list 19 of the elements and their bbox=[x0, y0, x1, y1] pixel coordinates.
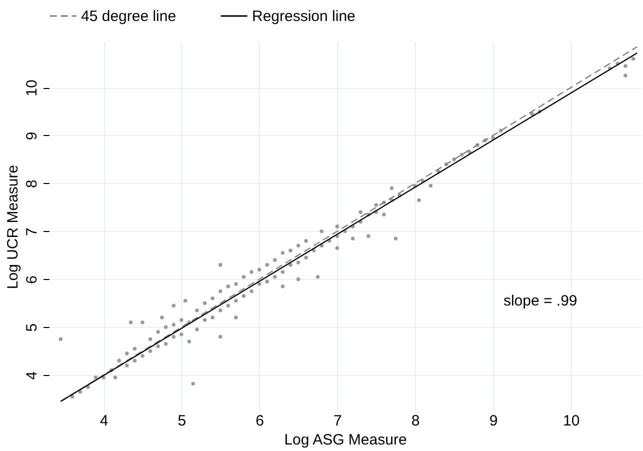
y-tick-label: 7 bbox=[24, 228, 40, 236]
x-tick-label: 8 bbox=[411, 412, 420, 430]
y-tick-label: 5 bbox=[24, 323, 40, 332]
y-tick-label: 10 bbox=[24, 80, 40, 96]
x-tick-label: 10 bbox=[563, 412, 580, 430]
x-tick-label: 9 bbox=[489, 412, 498, 430]
y-tick-label: 4 bbox=[24, 371, 40, 380]
x-tick-label: 6 bbox=[256, 412, 264, 430]
legend-label: 45 degree line bbox=[81, 8, 176, 25]
y-tick-label: 6 bbox=[24, 276, 40, 284]
x-axis-title: Log ASG Measure bbox=[284, 432, 407, 448]
legend-label: Regression line bbox=[252, 8, 356, 25]
annotation: slope = .99 bbox=[503, 292, 578, 310]
y-axis-title: Log UCR Measure bbox=[4, 164, 22, 290]
x-tick-label: 7 bbox=[334, 412, 342, 430]
y-tick-label: 8 bbox=[24, 180, 40, 188]
x-tick-label: 5 bbox=[178, 412, 186, 430]
x-tick-label: 4 bbox=[100, 412, 108, 430]
y-tick-label: 9 bbox=[24, 132, 40, 140]
